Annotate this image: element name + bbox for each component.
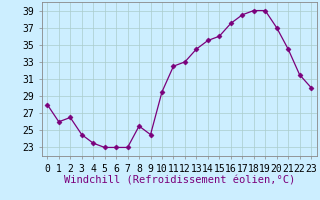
X-axis label: Windchill (Refroidissement éolien,°C): Windchill (Refroidissement éolien,°C) (64, 175, 295, 185)
